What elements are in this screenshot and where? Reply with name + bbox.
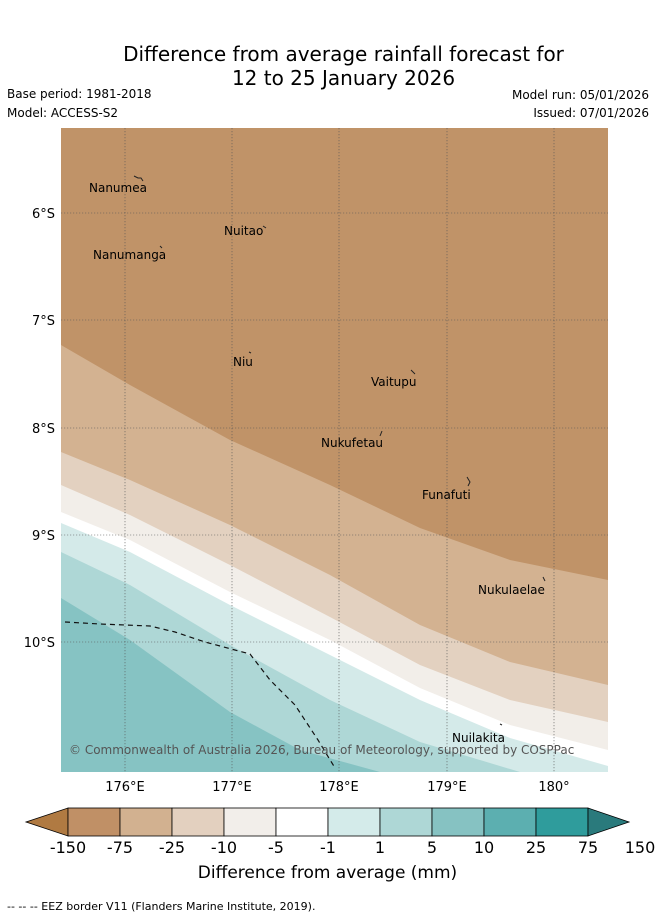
lat-tick-8s: 8°S bbox=[32, 422, 55, 437]
lon-tick-179e: 179°E bbox=[427, 780, 467, 795]
place-nuilakita: Nuilakita bbox=[452, 731, 505, 745]
model-run: Model run: 05/01/2026 bbox=[511, 88, 649, 102]
base-period: Base period: 1981-2018 bbox=[7, 87, 152, 101]
colorbar-tick-label: 10 bbox=[474, 838, 494, 857]
colorbar-tick-label: 1 bbox=[375, 838, 385, 857]
colorbar-tick-label: -150 bbox=[50, 838, 86, 857]
model-name: Model: ACCESS-S2 bbox=[7, 106, 119, 120]
island-nukulaelae-outline bbox=[542, 576, 546, 582]
colorbar-tick-label: -1 bbox=[320, 838, 336, 857]
colorbar-tick-label: -25 bbox=[159, 838, 185, 857]
island-nukufetau-outline bbox=[379, 430, 383, 437]
place-nanumea: Nanumea bbox=[89, 181, 147, 195]
place-vaitupu: Vaitupu bbox=[371, 375, 417, 389]
islands bbox=[133, 175, 546, 726]
place-nukufetau: Nukufetau bbox=[321, 436, 383, 450]
colorbar-segment bbox=[67, 807, 121, 837]
place-nanumanga: Nanumanga bbox=[93, 248, 166, 262]
colorbar-segment bbox=[171, 807, 225, 837]
colorbar: -150 -75 -25 -10 -5 -1 1 5 10 25 75 150 bbox=[24, 807, 655, 857]
island-nuilakita-outline bbox=[499, 723, 503, 726]
issued-date: Issued: 07/01/2026 bbox=[533, 106, 649, 120]
island-nuitao-outline bbox=[262, 225, 267, 229]
lat-tick-9s: 9°S bbox=[32, 529, 55, 544]
colorbar-segment bbox=[119, 807, 173, 837]
eez-border-line bbox=[64, 621, 336, 769]
copyright-notice: © Commonwealth of Australia 2026, Bureau… bbox=[69, 743, 574, 757]
lon-tick-180: 180° bbox=[538, 780, 569, 795]
island-funafuti-outline bbox=[466, 476, 471, 487]
lon-tick-178e: 178°E bbox=[319, 780, 359, 795]
lat-tick-7s: 7°S bbox=[32, 314, 55, 329]
lon-tick-176e: 176°E bbox=[105, 780, 145, 795]
colorbar-tick-label: 75 bbox=[578, 838, 598, 857]
colorbar-segment bbox=[431, 807, 485, 837]
lon-tick-177e: 177°E bbox=[212, 780, 252, 795]
colorbar-tick-label: 5 bbox=[427, 838, 437, 857]
place-niu: Niu bbox=[233, 355, 253, 369]
eez-legend-footer: -- -- -- EEZ border V11 (Flanders Marine… bbox=[7, 900, 316, 913]
graticule bbox=[61, 128, 608, 772]
colorbar-segment bbox=[275, 807, 329, 837]
colorbar-segment bbox=[223, 807, 277, 837]
colorbar-tick-label: -5 bbox=[268, 838, 284, 857]
colorbar-tick-label: -10 bbox=[211, 838, 237, 857]
chart-title-line1: Difference from average rainfall forecas… bbox=[123, 42, 564, 66]
colorbar-tick-label: -75 bbox=[107, 838, 133, 857]
island-vaitupu-outline bbox=[410, 369, 416, 375]
colorbar-tick-label: 25 bbox=[526, 838, 546, 857]
island-niu-outline bbox=[248, 351, 252, 354]
chart-title-line2: 12 to 25 January 2026 bbox=[231, 66, 456, 90]
colorbar-arrow-left bbox=[24, 807, 69, 837]
island-nanumanga-outline bbox=[159, 245, 163, 249]
island-nanumea-outline bbox=[133, 175, 144, 182]
colorbar-tick-label: 150 bbox=[625, 838, 655, 857]
lat-tick-10s: 10°S bbox=[24, 636, 55, 651]
colorbar-segment bbox=[535, 807, 589, 837]
place-funafuti: Funafuti bbox=[422, 488, 471, 502]
colorbar-xlabel: Difference from average (mm) bbox=[197, 863, 458, 883]
rainfall-contours bbox=[61, 128, 608, 772]
colorbar-segment bbox=[379, 807, 433, 837]
colorbar-arrow-right bbox=[587, 807, 631, 837]
colorbar-segment bbox=[483, 807, 537, 837]
colorbar-segment bbox=[327, 807, 381, 837]
lat-tick-6s: 6°S bbox=[32, 207, 55, 222]
place-nukulaelae: Nukulaelae bbox=[478, 583, 545, 597]
place-nuitao: Nuitao bbox=[224, 224, 263, 238]
band-10-to-25 bbox=[61, 598, 380, 772]
